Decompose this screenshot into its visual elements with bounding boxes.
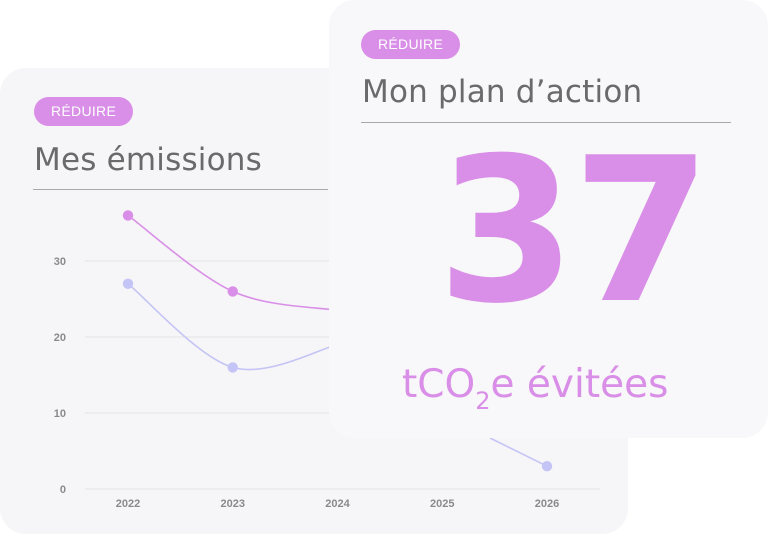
series-2-line bbox=[127, 283, 338, 371]
action-plan-card: RÉDUIRE Mon plan d’action 37 tCO2e évité… bbox=[329, 0, 768, 438]
x-tick-label: 2026 bbox=[535, 498, 559, 510]
series-1-point bbox=[227, 286, 238, 297]
x-tick-label: 2025 bbox=[430, 498, 454, 510]
unit-suffix: e évitées bbox=[490, 362, 669, 407]
unit-subscript: 2 bbox=[475, 387, 491, 415]
series-2-point bbox=[227, 362, 238, 373]
title-divider bbox=[361, 122, 731, 123]
series-2-point bbox=[541, 461, 553, 472]
series-2-line bbox=[489, 437, 548, 467]
series-1-point bbox=[122, 210, 134, 221]
reduire-badge: RÉDUIRE bbox=[34, 97, 134, 126]
unit-prefix: tCO bbox=[402, 362, 476, 407]
y-tick-label: 10 bbox=[54, 408, 66, 420]
y-tick-label: 0 bbox=[60, 484, 66, 496]
y-tick-label: 20 bbox=[54, 332, 66, 344]
series-2-point bbox=[122, 278, 134, 289]
emissions-title: Mes émissions bbox=[34, 142, 262, 178]
x-tick-label: 2022 bbox=[116, 498, 140, 510]
avoided-emissions-value: 37 bbox=[437, 115, 711, 348]
y-tick-label: 30 bbox=[54, 256, 66, 268]
x-tick-label: 2024 bbox=[325, 498, 350, 510]
action-plan-title: Mon plan d’action bbox=[362, 74, 643, 110]
title-divider bbox=[33, 189, 328, 190]
avoided-emissions-unit: tCO2e évitées bbox=[402, 362, 669, 413]
x-tick-label: 2023 bbox=[221, 498, 245, 510]
reduire-badge: RÉDUIRE bbox=[361, 30, 461, 59]
